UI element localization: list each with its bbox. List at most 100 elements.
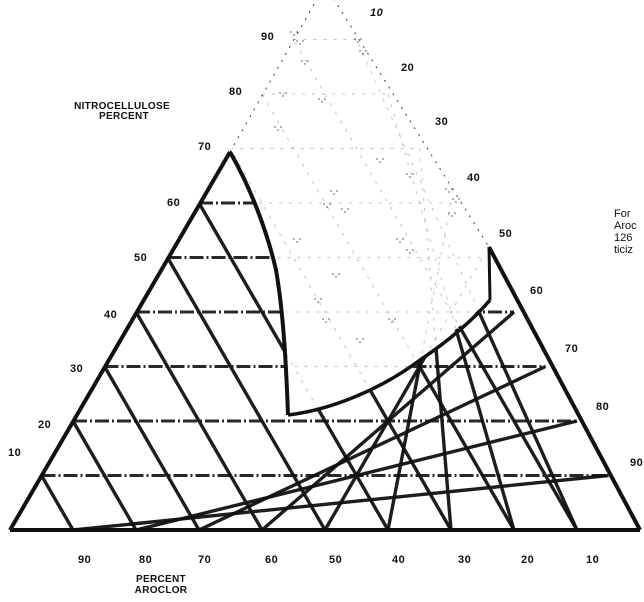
speckle-dot: [448, 191, 450, 193]
speckle-dot: [360, 38, 362, 40]
speckle-dot: [445, 188, 447, 190]
speckle-dot: [280, 126, 282, 128]
speckle-dot: [274, 126, 276, 128]
grid-line-diagonal-b: [40, 474, 75, 530]
faint-left-edge: [229, 0, 317, 153]
speckle-dot: [451, 215, 453, 217]
speckle-dot: [328, 318, 330, 320]
speckle-dot: [296, 31, 298, 33]
nitro-tick-30: 30: [70, 363, 83, 375]
speckle-dot: [365, 50, 367, 52]
speckle-dot: [321, 101, 323, 103]
speckle-dot: [320, 298, 322, 300]
aroclor-tick-20: 20: [521, 554, 534, 566]
lower-boundary-arc: [287, 298, 492, 417]
aroclor-tick-60: 60: [265, 554, 278, 566]
faint-grid-line-diagonal-a: [324, 257, 483, 415]
speckle-dot: [376, 158, 378, 160]
speckle-dot: [409, 176, 411, 178]
grid-line-diagonal-b: [71, 420, 138, 530]
third-tick-40: 40: [467, 172, 480, 184]
speckle-dot: [326, 206, 328, 208]
speckle-dot: [412, 249, 414, 251]
nitro-tick-70: 70: [198, 141, 211, 153]
speckle-dot: [454, 212, 456, 214]
third-tick-20: 20: [401, 62, 414, 74]
speckle-dot: [323, 203, 325, 205]
grid-line-diagonal-a: [354, 152, 579, 530]
speckle-dot: [452, 198, 454, 200]
third-tick-50: 50: [499, 228, 512, 240]
speckle-dot: [324, 98, 326, 100]
aroclor-axis-title-line1: PERCENT: [136, 574, 186, 585]
note-line-2: Aroc: [614, 220, 637, 232]
grid-line-diagonal-b: [134, 311, 264, 530]
aroclor-tick-50: 50: [329, 554, 342, 566]
speckle-dot: [359, 341, 361, 343]
note-line-4: ticiz: [614, 244, 633, 256]
speckle-dot: [333, 193, 335, 195]
aroclor-tick-40: 40: [392, 554, 405, 566]
speckle-dot: [336, 190, 338, 192]
speckle-dot: [301, 60, 303, 62]
right-lobe-inner-edge: [487, 246, 492, 301]
speckle-dot: [307, 60, 309, 62]
grid-line-diagonal-b: [166, 256, 327, 530]
third-tick-10: 10: [370, 7, 384, 19]
speckle-dot: [335, 276, 337, 278]
speckle-dot: [296, 40, 298, 42]
nitro-tick-40: 40: [104, 309, 117, 321]
speckle-dot: [330, 190, 332, 192]
aroclor-axis-title-line2: AROCLOR: [135, 585, 188, 596]
speckle-dot: [362, 53, 364, 55]
third-tick-60: 60: [530, 285, 543, 297]
note-line-3: 126: [614, 232, 632, 244]
speckle-dot: [318, 98, 320, 100]
aroclor-tick-90: 90: [78, 554, 91, 566]
speckle-dot: [296, 241, 298, 243]
speckle-dot: [357, 41, 359, 43]
speckle-dot: [290, 31, 292, 33]
speckle-dot: [322, 318, 324, 320]
speckle-dot: [299, 238, 301, 240]
faint-grid-line-diagonal-a: [419, 148, 452, 415]
speckle-dot: [379, 161, 381, 163]
speckle-dot: [458, 198, 460, 200]
speckle-dot: [341, 208, 343, 210]
left-lobe-outer-edge: [8, 150, 232, 532]
speckle-dot: [332, 273, 334, 275]
speckle-dot: [396, 238, 398, 240]
speckle-dot: [382, 158, 384, 160]
speckle-dot: [279, 92, 281, 94]
speckle-dot: [347, 208, 349, 210]
speckle-dot: [317, 301, 319, 303]
aroclor-tick-30: 30: [458, 554, 471, 566]
speckle-dot: [299, 43, 301, 45]
speckle-dot: [302, 40, 304, 42]
nitro-tick-80: 80: [229, 86, 242, 98]
nitrocellulose-axis-title-line2: PERCENT: [99, 111, 149, 122]
speckle-dot: [455, 201, 457, 203]
speckle-dot: [277, 129, 279, 131]
faint-grid-line-diagonal-b: [230, 148, 452, 415]
third-tick-90: 90: [630, 457, 643, 469]
speckle-dot: [402, 238, 404, 240]
right-lobe-outer-edge: [487, 246, 642, 531]
speckle-dot: [412, 173, 414, 175]
third-tick-30: 30: [435, 116, 448, 128]
speckle-dot: [362, 338, 364, 340]
third-tick-70: 70: [565, 343, 578, 355]
nitro-tick-50: 50: [134, 252, 147, 264]
aroclor-tick-70: 70: [198, 554, 211, 566]
speckle-dot: [448, 212, 450, 214]
nitro-tick-60: 60: [167, 197, 180, 209]
nitro-tick-20: 20: [38, 419, 51, 431]
speckle-dot: [406, 173, 408, 175]
speckle-dot: [329, 203, 331, 205]
speckle-dot: [409, 252, 411, 254]
speckle-dot: [391, 321, 393, 323]
nitrocellulose-axis-title-line1: NITROCELLULOSE: [74, 101, 170, 112]
speckle-dot: [359, 50, 361, 52]
speckle-dot: [399, 241, 401, 243]
